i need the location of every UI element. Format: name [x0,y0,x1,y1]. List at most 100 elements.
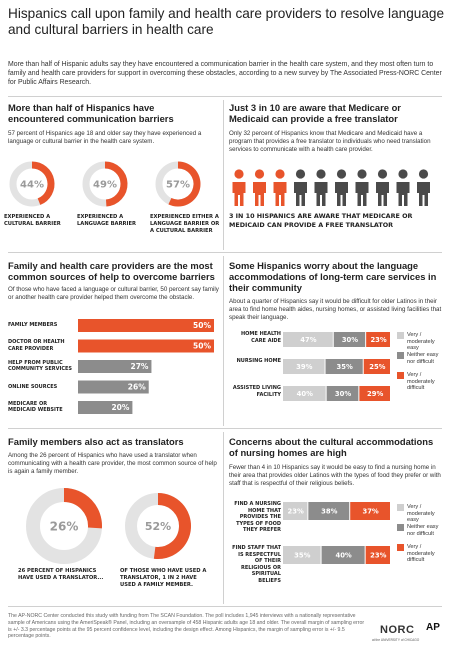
longterm-bar-seg-0-1 [333,332,366,347]
person-icon [273,169,287,206]
translator-donut-1-arc [153,493,191,559]
barrier-donut-caption-0: Experienced a cultural barrier [4,214,61,227]
translator-donut-chart: 26% 52% [26,488,191,564]
legend-easy: Very / moderately easy [407,504,435,523]
barrier-donut-caption-text-0: Experienced a cultural barrier [4,214,61,227]
divider [8,606,442,607]
help-bar-label-0: Family members [8,322,58,328]
legend-swatch-difficult [397,544,404,551]
help-bar-3 [78,380,149,394]
barrier-donut-caption-text-2: Experienced either a language barrier or… [150,214,220,234]
barriers-title: More than half of Hispanics have encount… [8,102,174,124]
barrier-donut-1: 49% [82,161,128,207]
person-icon-head [418,169,429,179]
cultural-bar-seg-value-1-2: 23% [370,552,386,560]
norc-logo: NORC [380,624,415,636]
help-bar-0 [78,319,214,332]
legend-swatch-neither [397,524,404,531]
legend-swatch-easy [397,332,404,339]
cultural-bar-seg-1-2 [365,546,390,564]
longterm-bar-seg-0-2 [366,332,390,347]
person-icon [376,169,389,206]
person-icon-body [273,182,287,206]
medicare-caption: 3 in 10 Hispanics are aware that Medicar… [229,212,413,229]
barrier-donut-1-arc [104,161,128,207]
person-icon-body [232,182,246,206]
longterm-bar-seg-value-2-2: 29% [367,390,383,398]
medicare-title: Just 3 in 10 are aware that Medicare or … [229,102,401,124]
person-icon-head [295,169,306,179]
cultural-bar-seg-value-0-2: 37% [362,508,378,516]
cultural-chart: Find a nursing home that provides the ty… [229,500,443,600]
medicare-text: Only 32 percent of Hispanics know that M… [229,130,431,153]
barrier-donut-0-arc [31,161,55,205]
longterm-bar-seg-0-0 [283,332,333,347]
help-bar-label-2: Help from public community services [8,359,73,373]
person-icon-head [316,169,326,179]
page-title: Hispanics call upon family and health ca… [8,6,445,37]
norc-logo-subtitle: at the UNIVERSITY of CHICAGO [372,638,420,642]
help-sources-chart: Family members Doctor or health care prov… [8,316,220,421]
longterm-bar-seg-2-0 [283,386,326,401]
ap-logo: AP [426,622,440,633]
longterm-bar-seg-value-1-2: 25% [369,363,385,371]
legend-swatch-neither [397,352,404,359]
person-icon-head [398,169,408,179]
person-icon-body [314,182,328,206]
person-icon-body [294,182,307,206]
longterm-bar-seg-value-0-1: 30% [342,336,358,344]
divider [223,100,224,250]
longterm-bar-seg-value-2-0: 40% [297,390,313,398]
help-bar-value-3: 26% [128,383,146,392]
person-icon-head [254,169,265,179]
longterm-text: About a quarter of Hispanics say it woul… [229,298,442,321]
barrier-donut-2-arc [168,161,201,207]
cultural-text: Fewer than 4 in 10 Hispanics say it woul… [229,464,441,487]
cultural-bar-seg-0-2 [350,502,390,520]
help-title: Family and health care providers are the… [8,260,215,282]
divider [8,96,442,97]
translator-donut-1-label: 52% [145,520,171,533]
translator-awareness-icons [232,169,430,206]
longterm-bar-seg-1-1 [325,359,363,374]
longterm-bar-seg-value-1-0: 39% [296,363,312,371]
person-icon-body [396,182,410,206]
person-icon [335,169,348,206]
person-icon [314,169,328,206]
legend-neither: Neither easy nor difficult [407,352,439,365]
translator-caption-1: 26 percent of Hispanics have used a tran… [18,568,104,581]
cultural-bar-seg-0-1 [308,502,350,520]
person-icon [396,169,410,206]
help-bar-value-1: 50% [193,342,211,351]
help-bar-2 [78,360,152,373]
legend-difficult: Very / moderately difficult [407,544,435,563]
cultural-bar-seg-value-0-1: 38% [321,508,337,516]
help-bar-value-4: 20% [111,403,129,412]
translator-donut-1: 52% [125,493,191,559]
person-icon-head [336,169,347,179]
longterm-bar-seg-value-1-1: 35% [336,363,352,371]
longterm-bar-seg-2-2 [359,386,390,401]
legend-swatch-difficult [397,372,404,379]
help-bar-4 [78,401,133,414]
barrier-donut-2: 57% [155,161,201,207]
legend-swatch-easy [397,504,404,511]
longterm-title: Some Hispanics worry about the language … [229,260,437,293]
help-bar-value-2: 27% [130,362,148,371]
longterm-chart: Home health care aide Nursing home Assiste… [229,330,443,415]
person-icon-head [377,169,388,179]
help-bar-label-1: Doctor or health care provider [8,339,65,352]
barrier-donut-caption-text-1: Experienced a language barrier [77,214,137,227]
translator-donut-0-label: 26% [50,519,79,533]
longterm-bar-label-0: Home health care aide [241,331,281,344]
longterm-bar-seg-value-2-1: 30% [335,390,351,398]
barrier-donut-1-label: 49% [93,180,117,191]
translators-title: Family members also act as translators [8,436,184,447]
help-text: Of those who have faced a language or cu… [8,286,219,301]
barrier-donut-caption-1: Experienced a language barrier [77,214,137,227]
barrier-donut-caption-2: Experienced either a language barrier or… [150,214,220,234]
longterm-bar-label-2: Assisted living facility [232,385,281,398]
divider [223,256,224,426]
barriers-text: 57 percent of Hispanics age 18 and older… [8,130,202,145]
longterm-bar-seg-2-1 [326,386,359,401]
